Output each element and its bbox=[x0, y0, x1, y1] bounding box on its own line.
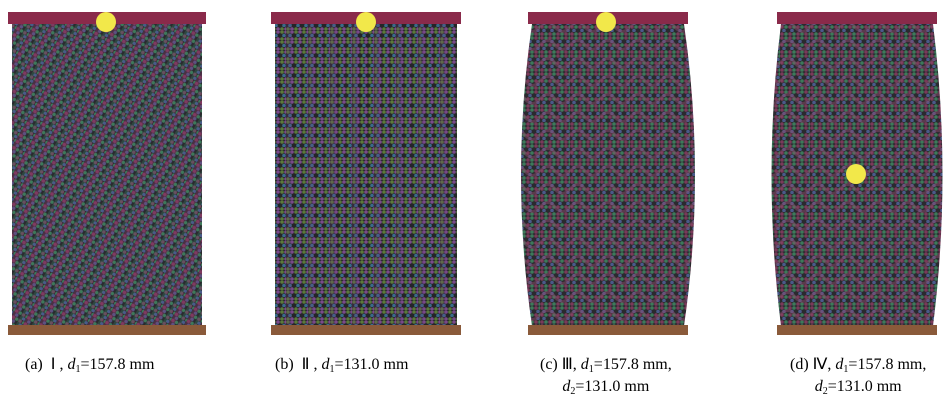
caption-label: (b) bbox=[275, 356, 294, 373]
caption-label: (c) bbox=[540, 356, 558, 373]
symbol: d bbox=[581, 356, 589, 373]
symbol: d bbox=[322, 356, 330, 373]
value: =131.0 mm bbox=[575, 378, 649, 395]
panel-a bbox=[8, 12, 206, 335]
panel-c bbox=[521, 12, 695, 335]
bottom-plate bbox=[528, 325, 688, 335]
marker bbox=[356, 12, 376, 32]
value: =157.8 mm, bbox=[594, 356, 672, 373]
top-plate bbox=[777, 12, 937, 24]
value: =131.0 mm bbox=[335, 356, 409, 373]
specimen bbox=[275, 24, 457, 326]
case: Ⅱ , bbox=[302, 356, 318, 373]
value: =157.8 mm, bbox=[848, 356, 926, 373]
caption: (b) Ⅱ , d1=131.0 mm bbox=[275, 354, 408, 376]
caption: (d) Ⅳ, d1=157.8 mm, d2=131.0 mm bbox=[790, 354, 926, 398]
marker bbox=[96, 12, 116, 32]
case: Ⅲ, bbox=[562, 356, 577, 373]
caption-label: (a) bbox=[25, 356, 43, 373]
bottom-plate bbox=[777, 325, 937, 335]
specimen bbox=[12, 24, 202, 326]
symbol: d bbox=[815, 378, 823, 395]
bottom-plate bbox=[8, 325, 206, 335]
page: (a) Ⅰ , d1=157.8 mm (b) Ⅱ , d1=131.0 mm … bbox=[0, 0, 948, 405]
caption: (a) Ⅰ , d1=157.8 mm bbox=[25, 354, 154, 376]
panel-d bbox=[772, 12, 943, 335]
case: Ⅰ , bbox=[51, 356, 64, 373]
value: =131.0 mm bbox=[828, 378, 902, 395]
marker bbox=[846, 164, 866, 184]
figure bbox=[0, 0, 948, 340]
panel-b bbox=[271, 12, 461, 335]
caption: (c) Ⅲ, d1=157.8 mm, d2=131.0 mm bbox=[540, 354, 672, 398]
marker bbox=[596, 12, 616, 32]
bottom-plate bbox=[271, 325, 461, 335]
value: =157.8 mm bbox=[80, 356, 154, 373]
case: Ⅳ, bbox=[813, 356, 832, 373]
specimen bbox=[521, 24, 695, 326]
caption-label: (d) bbox=[790, 356, 809, 373]
